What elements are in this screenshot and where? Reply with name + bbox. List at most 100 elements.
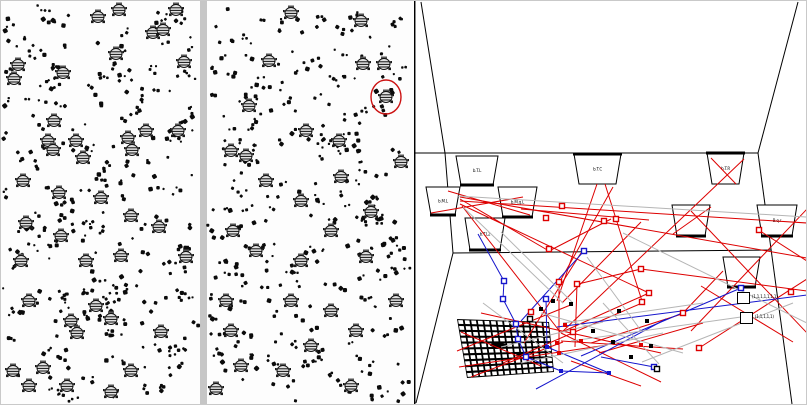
food-dot	[61, 141, 66, 146]
node-marker[interactable]	[580, 247, 588, 255]
node-marker[interactable]	[611, 340, 615, 344]
food-dot	[210, 66, 214, 71]
food-dot	[47, 296, 52, 301]
food-dot	[175, 288, 180, 293]
grid-cell	[532, 343, 538, 347]
node-marker[interactable]	[755, 226, 763, 234]
node-marker[interactable]	[637, 265, 645, 273]
food-dot	[276, 363, 280, 366]
food-dot	[96, 172, 102, 177]
food-dot	[42, 52, 47, 57]
food-dot	[1, 136, 6, 141]
network-edge	[545, 298, 548, 348]
food-dot	[316, 56, 321, 60]
food-dot	[380, 394, 384, 398]
food-dot	[168, 271, 173, 276]
beacon-box[interactable]: b.T.C	[573, 152, 622, 185]
node-marker[interactable]	[558, 202, 566, 210]
food-dot	[183, 17, 187, 21]
food-dot	[168, 349, 171, 353]
node-marker[interactable]	[617, 309, 621, 313]
food-dot	[328, 75, 332, 78]
network-3d-viewport[interactable]: b.T.L b.M.L b.M.q.L b.T.L2 b.T.C b.T.R B.q.r	[414, 1, 807, 405]
node-marker[interactable]	[679, 309, 687, 317]
node-marker[interactable]	[557, 351, 561, 355]
node-marker[interactable]	[542, 295, 550, 303]
node-marker[interactable]	[555, 278, 563, 286]
food-dot	[175, 74, 180, 78]
node-marker[interactable]	[500, 277, 508, 285]
grid-cell	[497, 321, 503, 325]
food-dot	[330, 371, 334, 375]
node-marker[interactable]	[555, 341, 559, 345]
node-marker[interactable]	[607, 371, 611, 375]
food-dot	[275, 309, 279, 313]
beacon-box[interactable]: b.M.q.L	[497, 186, 538, 219]
food-dot	[267, 354, 270, 358]
node-marker[interactable]	[573, 280, 581, 288]
node-marker[interactable]	[514, 335, 522, 343]
food-dot	[190, 111, 194, 115]
beacon-box[interactable]: B.q.r	[756, 204, 798, 238]
node-marker[interactable]	[545, 345, 549, 349]
node-marker[interactable]	[695, 344, 703, 352]
network-edge	[447, 190, 531, 216]
food-dot	[360, 370, 364, 373]
food-dot	[379, 104, 385, 109]
node-marker[interactable]	[638, 298, 646, 306]
node-marker[interactable]	[629, 355, 633, 359]
beacon-box[interactable]: b.T.L	[455, 155, 499, 187]
swarm-world-viewport[interactable]	[1, 1, 414, 405]
node-marker[interactable]	[653, 365, 661, 373]
food-dot	[223, 271, 226, 274]
node-marker[interactable]	[639, 343, 643, 347]
beacon-box[interactable]: b.T.R	[706, 151, 745, 185]
grid-cell	[498, 326, 504, 331]
food-dot	[401, 245, 406, 251]
node-marker[interactable]	[499, 295, 507, 303]
node-marker[interactable]	[649, 344, 653, 348]
grid-cell	[537, 327, 543, 331]
node-marker[interactable]	[526, 315, 534, 323]
food-dot	[294, 345, 298, 350]
food-dot	[311, 359, 316, 364]
node-marker[interactable]	[527, 308, 535, 316]
food-dot	[253, 117, 257, 121]
node-marker[interactable]	[551, 299, 555, 303]
network-edge	[458, 344, 608, 368]
beacon-box[interactable]: b.M.L	[425, 186, 461, 217]
node-marker[interactable]	[545, 245, 553, 253]
food-dot	[101, 211, 105, 214]
food-dot	[37, 234, 41, 239]
node-marker[interactable]	[542, 214, 550, 222]
node-marker[interactable]	[645, 289, 653, 297]
food-dot	[59, 203, 64, 207]
node-marker[interactable]	[512, 320, 520, 328]
food-dot	[112, 63, 116, 67]
food-dot	[297, 284, 301, 289]
food-dot	[359, 295, 364, 300]
network-edge	[500, 321, 604, 348]
node-marker[interactable]	[569, 302, 573, 306]
node-marker[interactable]	[579, 339, 583, 343]
food-dot	[355, 179, 358, 182]
node-marker[interactable]	[591, 329, 595, 333]
food-dot	[379, 52, 383, 56]
food-dot	[69, 208, 75, 214]
node-marker[interactable]	[522, 353, 530, 361]
food-dot	[213, 93, 218, 98]
node-marker[interactable]	[787, 288, 795, 296]
food-dot	[88, 225, 93, 230]
food-dot	[165, 13, 168, 16]
node-marker[interactable]	[569, 328, 577, 336]
grid-cell	[490, 321, 497, 325]
node-marker[interactable]	[737, 284, 745, 292]
node-marker[interactable]	[559, 369, 563, 373]
node-marker[interactable]	[645, 319, 649, 323]
node-marker[interactable]	[539, 307, 543, 311]
food-dot	[245, 189, 248, 192]
node-marker[interactable]	[612, 215, 620, 223]
node-marker[interactable]	[563, 323, 567, 327]
node-marker[interactable]	[600, 217, 608, 225]
